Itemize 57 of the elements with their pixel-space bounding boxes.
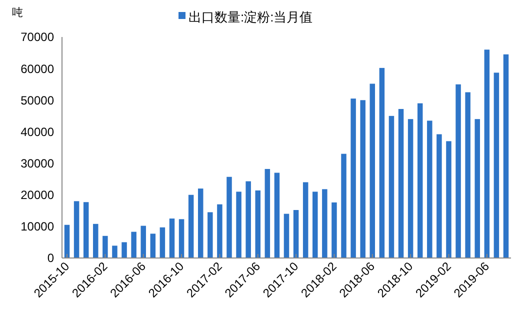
bar [93, 224, 98, 258]
bar [226, 176, 232, 258]
bar [217, 204, 222, 258]
bar [198, 188, 204, 258]
y-tick-label: 60000 [20, 62, 54, 76]
y-axis-title: 吨 [12, 6, 23, 19]
bar [427, 120, 432, 258]
bar [302, 182, 308, 258]
y-tick-label: 70000 [20, 30, 54, 44]
bar [408, 119, 414, 258]
bar [169, 218, 175, 258]
bar [122, 242, 127, 258]
bar [208, 212, 213, 258]
bar [150, 234, 156, 258]
bar [465, 92, 470, 258]
bar [264, 168, 270, 258]
bar [160, 227, 166, 258]
bar [417, 103, 423, 258]
bar [484, 50, 490, 258]
bar [83, 202, 89, 258]
bar [379, 68, 385, 258]
bar [332, 202, 337, 258]
bar [474, 119, 480, 258]
legend-label: 出口数量:淀粉:当月值 [188, 10, 313, 25]
bar [370, 84, 376, 258]
bar [274, 172, 280, 258]
bar [255, 190, 260, 258]
bar [236, 192, 242, 258]
bar [102, 236, 108, 258]
bar [112, 246, 118, 258]
bar [494, 72, 500, 258]
bar [246, 181, 251, 258]
y-tick-label: 20000 [20, 188, 54, 202]
y-tick-label: 30000 [20, 156, 54, 170]
bar [284, 214, 290, 258]
bar [178, 219, 184, 258]
bar [388, 116, 394, 258]
bar [188, 194, 194, 258]
bar [503, 54, 509, 258]
bar [131, 232, 136, 258]
bar [456, 84, 461, 258]
bar [360, 100, 366, 258]
bar [436, 134, 442, 258]
y-tick-label: 50000 [20, 93, 54, 108]
bar [446, 141, 452, 258]
bar [312, 192, 318, 258]
y-tick-label: 0 [47, 251, 54, 266]
bar [341, 154, 346, 258]
bar [64, 224, 70, 258]
bar [350, 98, 356, 258]
bar [322, 189, 328, 258]
bar [74, 201, 80, 258]
bar [398, 108, 404, 258]
bar [140, 226, 146, 258]
bar [293, 210, 299, 258]
y-tick-label: 10000 [20, 220, 54, 234]
y-tick-label: 40000 [20, 124, 54, 139]
